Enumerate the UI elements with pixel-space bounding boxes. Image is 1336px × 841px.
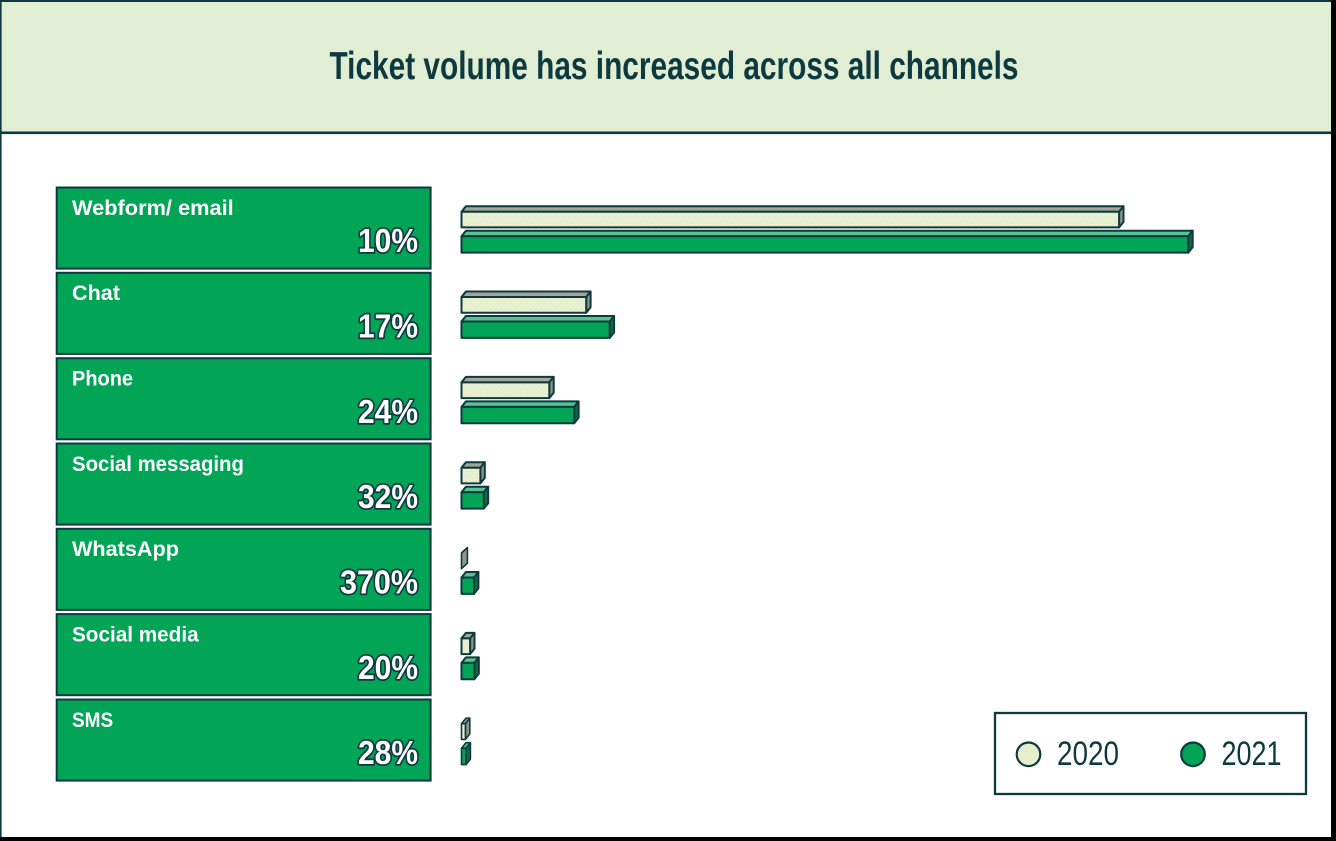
svg-text:10%: 10% bbox=[358, 223, 418, 260]
svg-text:Social messaging: Social messaging bbox=[72, 452, 244, 476]
svg-text:2021: 2021 bbox=[1222, 735, 1282, 773]
svg-text:Social media: Social media bbox=[72, 622, 200, 646]
svg-text:Webform/ email: Webform/ email bbox=[72, 196, 234, 220]
svg-text:Ticket volume has increased ac: Ticket volume has increased across all c… bbox=[330, 45, 1019, 88]
svg-text:SMS: SMS bbox=[72, 708, 113, 732]
svg-text:2020: 2020 bbox=[1057, 735, 1119, 773]
svg-text:Chat: Chat bbox=[72, 281, 120, 305]
svg-text:WhatsApp: WhatsApp bbox=[72, 537, 179, 561]
svg-text:32%: 32% bbox=[358, 479, 418, 516]
svg-text:Phone: Phone bbox=[72, 367, 133, 391]
svg-text:24%: 24% bbox=[358, 394, 418, 431]
svg-text:370%: 370% bbox=[340, 564, 418, 601]
svg-text:20%: 20% bbox=[358, 650, 418, 687]
svg-text:17%: 17% bbox=[358, 308, 418, 345]
svg-text:28%: 28% bbox=[358, 735, 418, 772]
